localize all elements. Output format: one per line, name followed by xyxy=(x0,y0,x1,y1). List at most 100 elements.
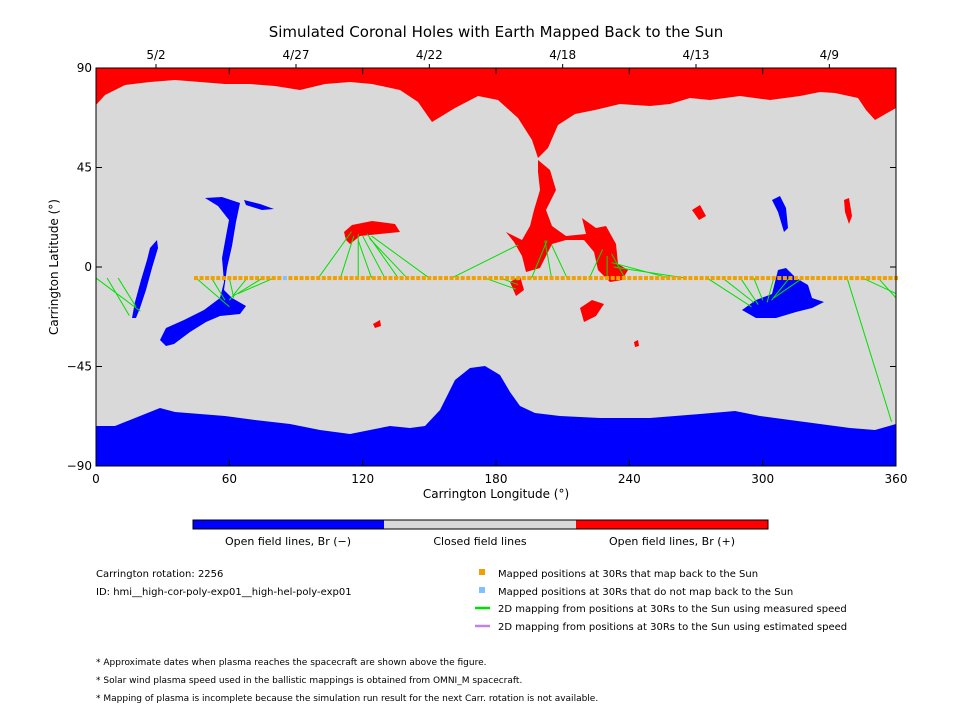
y-tick-label: −90 xyxy=(67,459,92,473)
mapped-point xyxy=(482,276,487,281)
legend: Mapped positions at 30Rs that map back t… xyxy=(475,569,847,633)
mapped-point xyxy=(782,276,787,281)
measured-mapping-line xyxy=(771,277,790,301)
mapped-point xyxy=(710,276,715,281)
mapped-point xyxy=(288,276,293,281)
mapped-point xyxy=(316,276,321,281)
mapped-point xyxy=(594,276,598,281)
y-tick-label: 90 xyxy=(77,61,92,75)
mapped-point xyxy=(849,276,854,281)
mapped-point xyxy=(877,276,882,281)
mapped-point xyxy=(510,276,515,281)
mapped-point xyxy=(599,276,604,281)
y-tick-label: 45 xyxy=(77,161,92,175)
mapped-point xyxy=(210,276,215,281)
mapped-point xyxy=(566,276,571,281)
colorbar-positive xyxy=(576,520,768,529)
positive-hole-mid-small xyxy=(510,276,524,296)
mapped-point xyxy=(610,276,615,281)
mapped-point xyxy=(277,276,282,281)
mapped-point xyxy=(838,276,843,281)
measured-mapping-line xyxy=(722,277,755,303)
mapped-point xyxy=(727,276,732,281)
mapped-point xyxy=(716,276,721,281)
date-tick-label: 4/13 xyxy=(683,48,710,62)
measured-mapping-line xyxy=(195,277,230,308)
measured-mapping-line xyxy=(611,253,626,279)
measured-mapping-line xyxy=(740,277,759,305)
mapped-point xyxy=(532,276,537,281)
mapped-point xyxy=(621,276,626,281)
north-polar-positive-hole xyxy=(96,68,896,158)
mapped-point xyxy=(199,276,204,281)
y-tick-label: −45 xyxy=(67,360,92,374)
mapped-point xyxy=(638,276,643,281)
mapped-point xyxy=(627,276,632,281)
x-tick-label: 120 xyxy=(351,472,374,486)
mapped-point xyxy=(788,276,793,281)
measured-mapping-line xyxy=(451,244,519,279)
mapped-point xyxy=(844,276,848,281)
mapped-point xyxy=(432,276,437,281)
mapped-point xyxy=(555,276,560,281)
mapped-point xyxy=(677,276,682,281)
x-tick-label: 60 xyxy=(222,472,237,486)
mapped-point xyxy=(699,276,704,281)
mapped-point xyxy=(749,276,754,281)
mapped-point xyxy=(360,276,365,281)
measured-mapping-line xyxy=(531,240,548,279)
x-axis-label: Carrington Longitude (°) xyxy=(423,487,569,501)
footnote-speed: * Solar wind plasma speed used in the ba… xyxy=(96,676,522,686)
mapped-point xyxy=(694,276,698,281)
mapped-point xyxy=(471,276,476,281)
measured-mapping-line xyxy=(766,277,775,303)
positive-hole-central xyxy=(506,160,628,282)
mapped-point xyxy=(744,276,748,281)
mapped-point xyxy=(338,276,343,281)
measured-mapping-line xyxy=(362,235,386,279)
mapped-point xyxy=(649,276,654,281)
south-polar-negative-hole xyxy=(96,366,896,466)
footnote-dates: * Approximate dates when plasma reaches … xyxy=(96,658,487,668)
positive-hole-west xyxy=(344,221,400,244)
mapped-point xyxy=(305,276,310,281)
measured-mapping-line xyxy=(233,277,263,297)
mapped-point xyxy=(232,276,237,281)
measured-mapping-line xyxy=(371,235,430,279)
mapped-point xyxy=(377,276,382,281)
mapped-point xyxy=(821,276,826,281)
mapped-point xyxy=(866,276,871,281)
measured-mapping-line xyxy=(117,277,137,308)
measured-mapping-line xyxy=(211,277,226,301)
mapped-point xyxy=(405,276,410,281)
mapped-point xyxy=(777,276,782,281)
mapped-point xyxy=(332,276,337,281)
legend-estimated-label: 2D mapping from positions at 30Rs to the… xyxy=(498,622,847,633)
mapped-point xyxy=(538,276,543,281)
plot-area xyxy=(95,67,898,467)
mapped-point xyxy=(571,276,576,281)
mapped-point xyxy=(616,276,621,281)
not-mapped-point xyxy=(282,276,287,281)
mapped-point xyxy=(227,276,232,281)
mapped-point xyxy=(582,276,587,281)
measured-mapping-line xyxy=(368,237,408,279)
mapped-point xyxy=(466,276,471,281)
mapped-point xyxy=(349,276,354,281)
mapped-point xyxy=(688,276,693,281)
axes: 0 60 120 180 240 300 360 90 45 0 −45 −90 5/2 4/27 4/22… xyxy=(67,48,908,486)
mapped-point xyxy=(499,276,504,281)
mapped-point xyxy=(244,276,248,281)
x-tick-label: 360 xyxy=(885,472,908,486)
legend-not-mapped-marker xyxy=(479,587,485,593)
mapped-point xyxy=(455,276,460,281)
mapped-point xyxy=(205,276,210,281)
positive-hole-south-small xyxy=(580,300,604,322)
mapped-point xyxy=(449,276,454,281)
measured-mapping-line xyxy=(544,240,553,279)
mapped-point xyxy=(505,276,510,281)
mapped-point xyxy=(527,276,532,281)
mapped-point xyxy=(355,276,360,281)
mapped-point xyxy=(832,276,837,281)
mapped-point xyxy=(755,276,760,281)
